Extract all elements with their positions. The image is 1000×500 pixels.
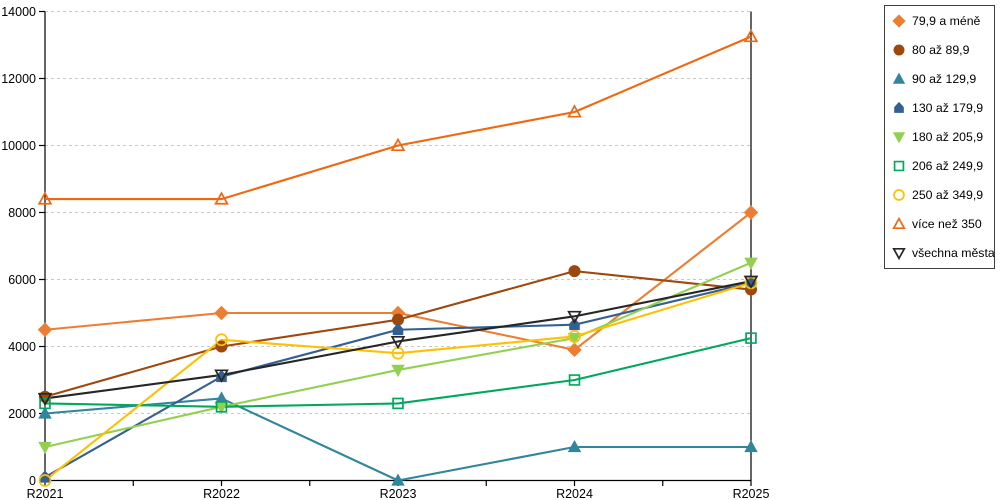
square-marker [893, 160, 905, 172]
square-marker [215, 401, 228, 413]
circle-marker [893, 44, 905, 56]
circle-marker [568, 265, 581, 278]
triangle-up-marker [567, 104, 582, 118]
triangle-up-marker [567, 439, 582, 453]
legend-item: 80 až 89,9 [892, 36, 994, 65]
diamond-marker [37, 322, 53, 337]
legend-item: 79,9 a méně [892, 7, 994, 36]
legend-circle-icon [893, 44, 905, 56]
legend-item-label: všechna města [912, 246, 995, 260]
triangle-down-marker [892, 247, 906, 260]
triangle-down-marker [743, 275, 759, 289]
legend-item: 130 až 179,9 [892, 94, 994, 123]
legend-triangle-up-icon [892, 217, 906, 230]
diamond-marker [743, 205, 759, 220]
legend-triangle-down-icon [892, 247, 906, 260]
legend-triangle-down-icon [892, 132, 906, 144]
triangle-up-marker [391, 473, 405, 486]
legend-item: 206 až 249,9 [892, 152, 994, 181]
series-line [44, 261, 752, 449]
triangle-down-marker [744, 257, 758, 270]
circle-marker [38, 474, 52, 487]
diamond-marker [892, 14, 906, 28]
legend-item-label: 180 až 205,9 [912, 130, 984, 144]
legend-square-icon [893, 160, 905, 172]
legend-circle-icon [893, 189, 905, 201]
y-axis-tick-label: 12000 [1, 72, 36, 86]
triangle-down-marker [390, 335, 406, 350]
legend-item-label: více než 350 [912, 217, 982, 231]
x-axis-tick-label: R2025 [733, 487, 770, 500]
triangle-down-marker [38, 441, 52, 455]
y-axis-tick-label: 6000 [8, 273, 36, 287]
y-axis-tick-label: 14000 [1, 5, 36, 19]
circle-marker [893, 189, 905, 201]
triangle-down-marker [37, 392, 53, 407]
legend-item-label: 80 až 89,9 [912, 43, 970, 57]
legend: 79,9 a méně 80 až 89,9 90 až 129,9 130 až 1… [884, 5, 995, 269]
legend-item: více než 350 [892, 210, 994, 239]
triangle-down-marker [567, 310, 582, 325]
legend-diamond-icon [892, 14, 906, 28]
circle-marker [215, 333, 228, 347]
legend-item-label: 206 až 249,9 [912, 159, 984, 173]
square-marker [39, 397, 51, 410]
legend-pentagon-icon [894, 101, 904, 113]
y-axis-tick-label: 4000 [8, 340, 36, 354]
triangle-up-marker [743, 28, 759, 43]
pentagon-marker [894, 101, 904, 113]
circle-marker [568, 330, 581, 343]
x-axis-tick-label: R2023 [380, 487, 417, 500]
legend-item-label: 130 až 179,9 [912, 101, 984, 115]
square-marker [745, 332, 757, 344]
pentagon-marker [392, 323, 404, 336]
y-axis-tick-label: 8000 [8, 206, 36, 220]
legend-item: 180 až 205,9 [892, 123, 994, 152]
legend-item: všechna města [892, 239, 995, 268]
y-axis-tick-label: 2000 [8, 407, 36, 421]
series-line [44, 280, 752, 400]
triangle-up-marker [214, 191, 229, 205]
series-line [44, 337, 752, 408]
series-line [44, 281, 752, 482]
diamond-marker [214, 305, 229, 321]
legend-item: 90 až 129,9 [892, 65, 994, 94]
legend-item-label: 250 až 349,9 [912, 188, 984, 202]
x-axis-tick-label: R2024 [556, 487, 593, 500]
triangle-up-marker [744, 439, 758, 453]
legend-triangle-up-icon [892, 72, 906, 84]
y-axis-tick-label: 10000 [1, 139, 36, 153]
triangle-up-marker [892, 72, 906, 84]
square-marker [392, 397, 404, 410]
legend-item: 250 až 349,9 [892, 181, 994, 210]
triangle-down-marker [391, 364, 405, 377]
triangle-down-marker [892, 132, 906, 144]
triangle-up-marker [37, 191, 53, 205]
triangle-down-marker [214, 369, 229, 383]
triangle-up-marker [38, 406, 52, 419]
diamond-marker [567, 342, 582, 358]
triangle-up-marker [390, 137, 406, 152]
y-axis-tick-label: 0 [29, 474, 36, 488]
x-axis-tick-label: R2022 [203, 487, 240, 500]
legend-item-label: 90 až 129,9 [912, 72, 977, 86]
series-line [45, 35, 752, 201]
triangle-down-marker [567, 332, 582, 346]
legend-item-label: 79,9 a méně [912, 14, 981, 28]
triangle-up-marker [892, 217, 906, 230]
x-axis-tick-label: R2021 [27, 487, 64, 500]
square-marker [568, 374, 581, 386]
pentagon-marker [569, 317, 580, 331]
series-line [44, 397, 751, 482]
